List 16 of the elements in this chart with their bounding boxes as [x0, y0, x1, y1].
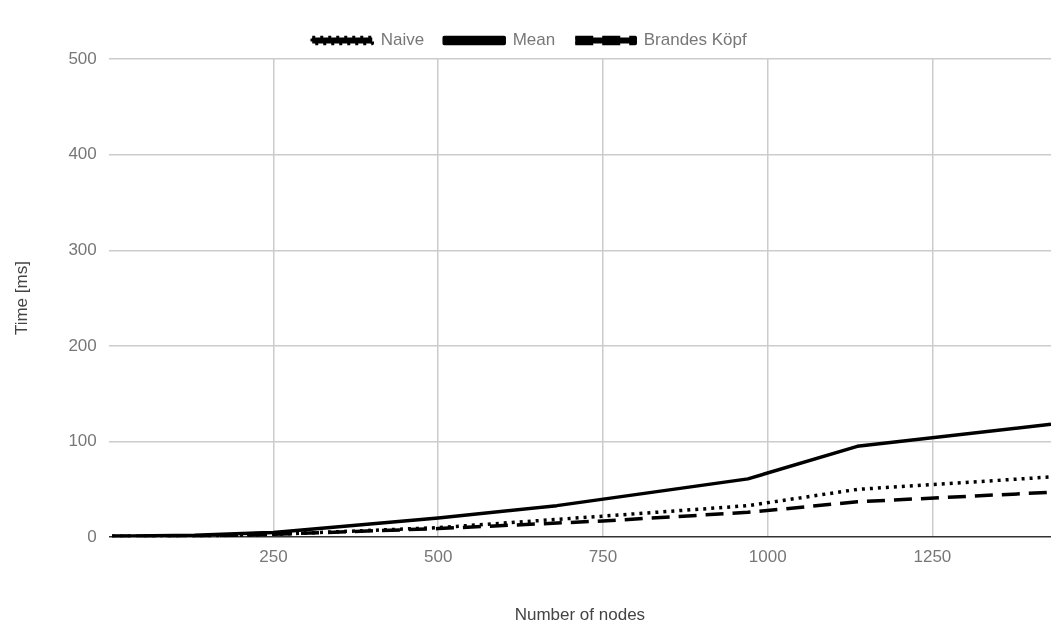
- y-tick-label: 200: [68, 335, 97, 355]
- y-tick-label: 0: [87, 526, 97, 546]
- y-tick-label: 500: [68, 48, 97, 68]
- y-axis-title: Time [ms]: [11, 261, 31, 336]
- y-tick-label: 400: [68, 144, 97, 164]
- x-axis-title: Number of nodes: [514, 605, 646, 625]
- x-tick-label: 250: [259, 547, 288, 567]
- x-tick-label: 1250: [913, 547, 952, 567]
- x-tick-label: 750: [588, 547, 618, 567]
- legend-label: Mean: [512, 30, 556, 50]
- legend-label: Naive: [380, 30, 425, 50]
- x-tick-label: 500: [424, 547, 453, 567]
- y-tick-label: 300: [68, 239, 97, 259]
- y-tick-label: 100: [68, 431, 97, 451]
- legend-label: Brandes Köpf: [643, 30, 748, 50]
- x-tick-label: 1000: [748, 547, 787, 567]
